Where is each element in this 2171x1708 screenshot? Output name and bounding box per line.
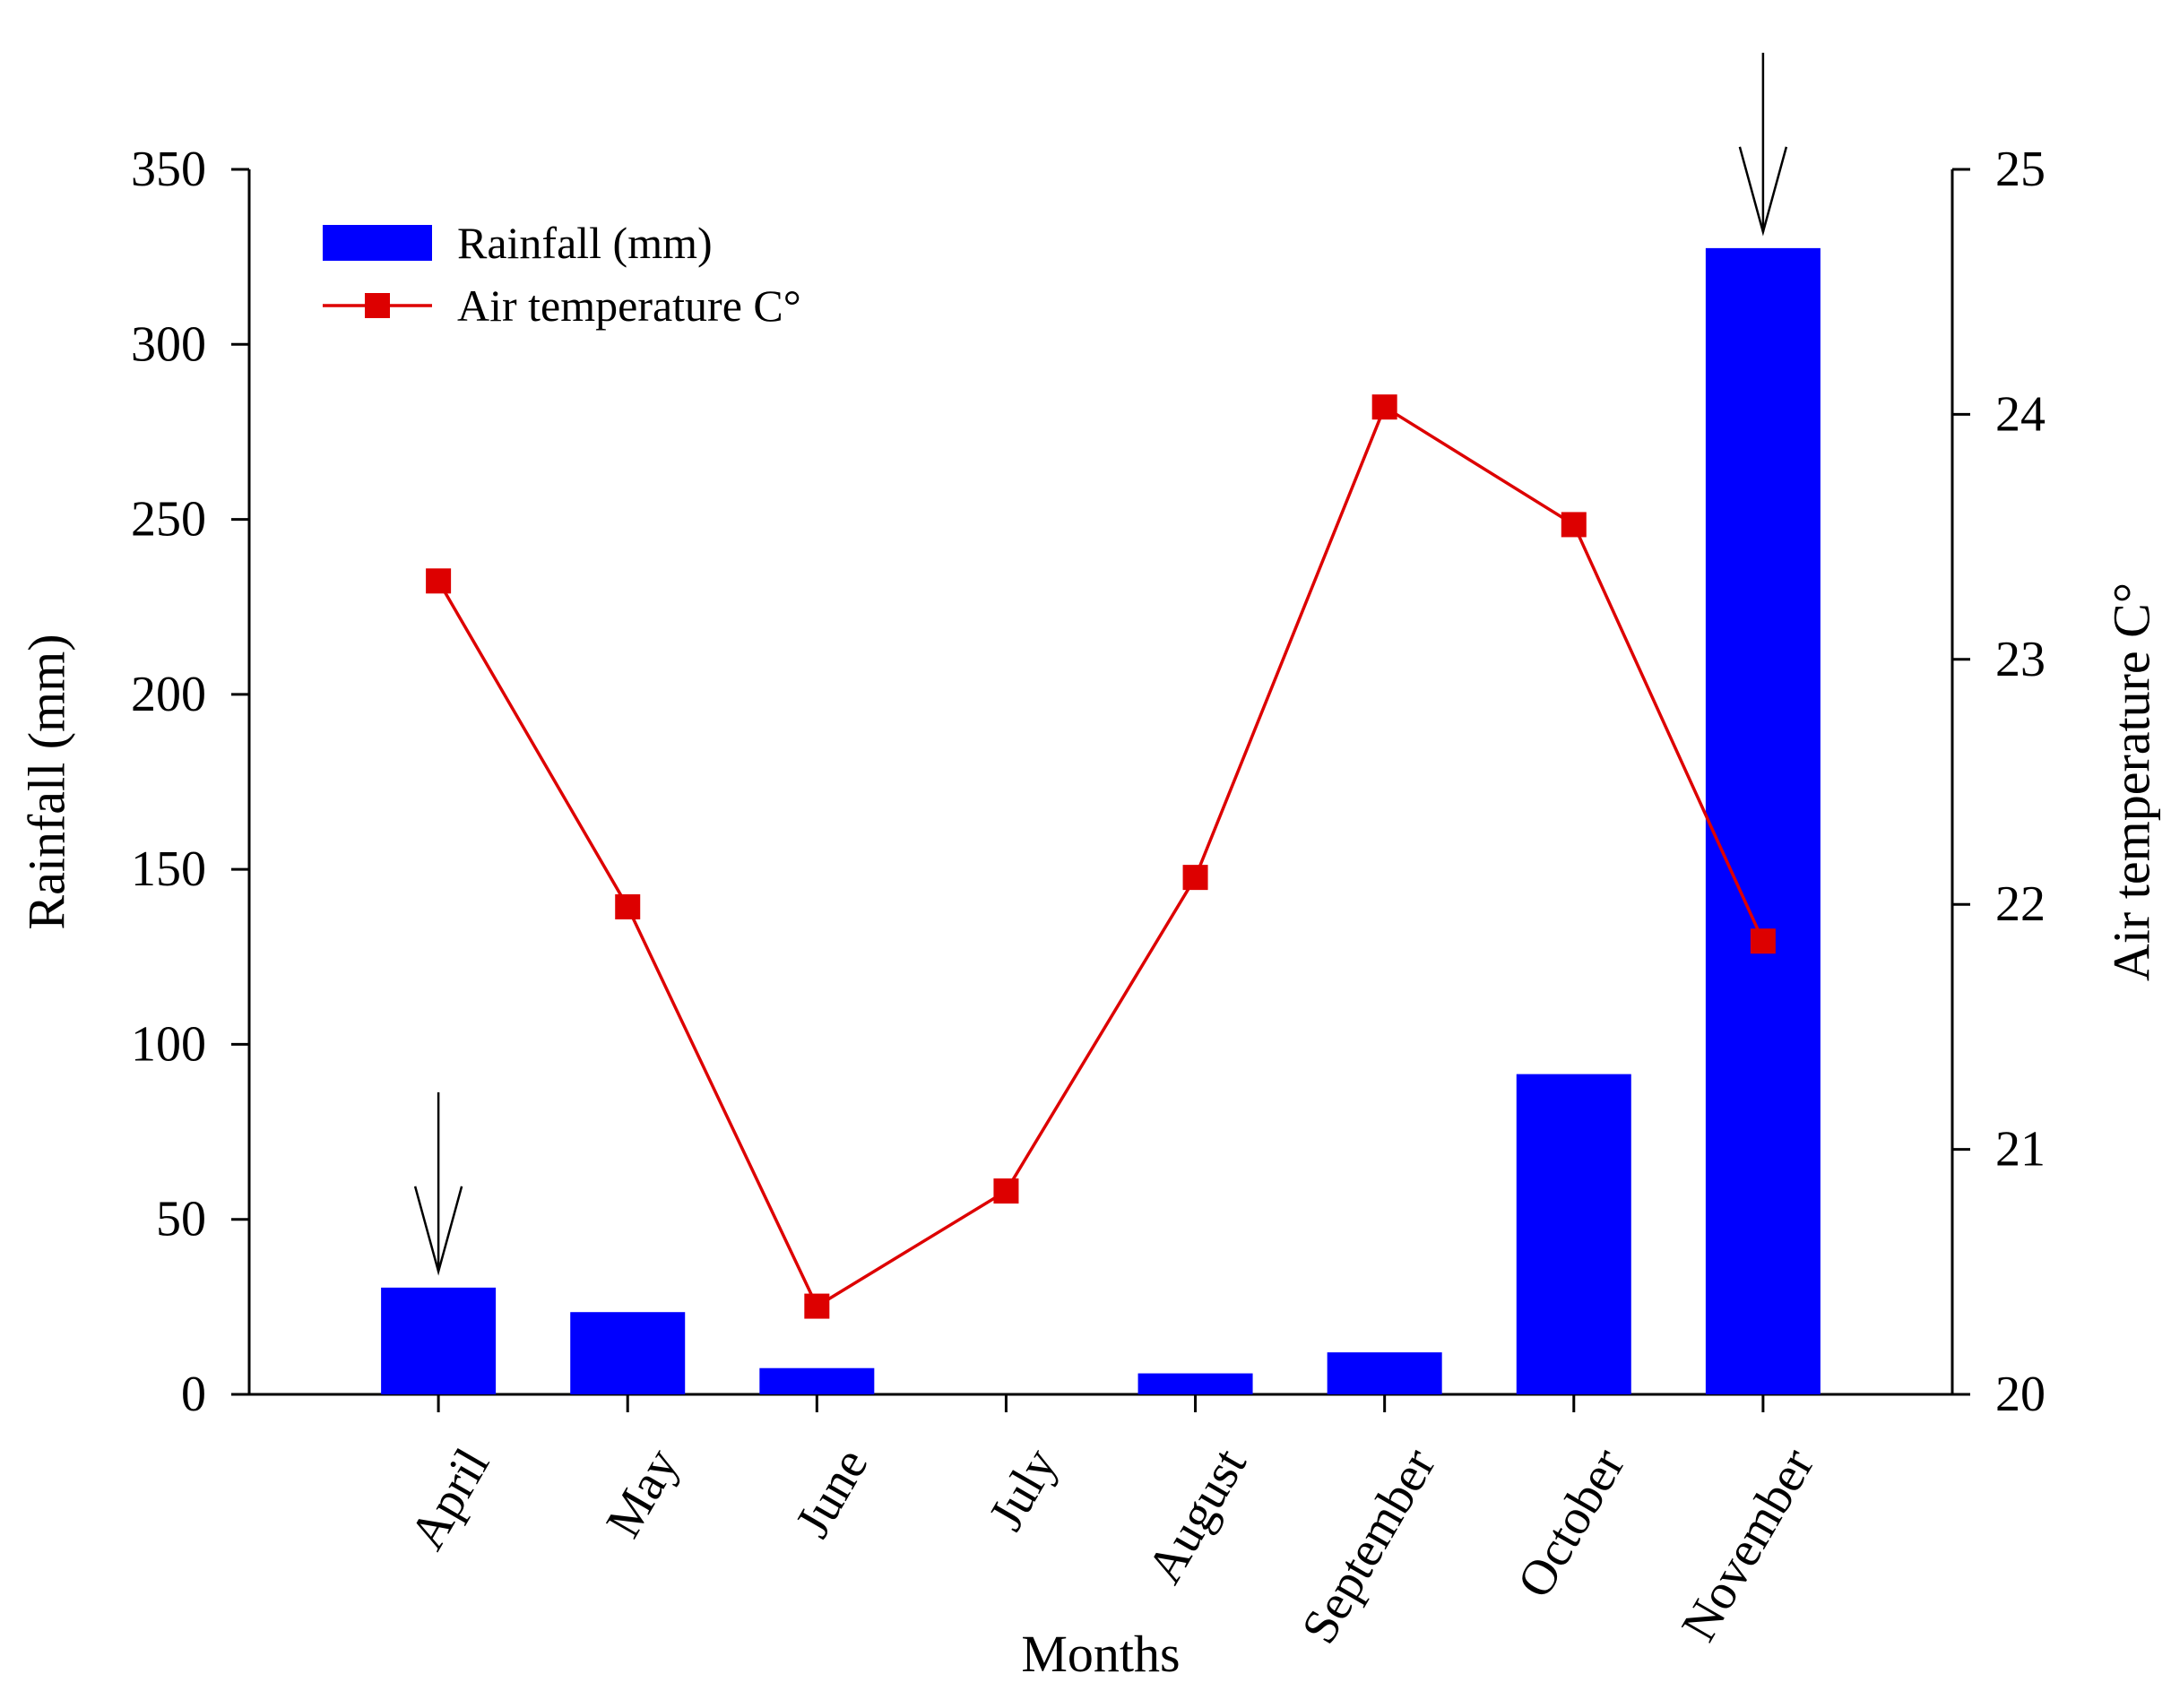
x-tick-label: July [978, 1439, 1068, 1540]
y-tick-label-left: 100 [131, 1016, 206, 1072]
x-tick-label: October [1507, 1439, 1636, 1608]
legend-swatch-rainfall [323, 225, 432, 261]
y-axis-title-right: Air temperature C° [2103, 582, 2161, 981]
y-tick-label-right: 21 [1995, 1122, 2046, 1177]
legend-marker-temperature [365, 293, 390, 318]
y-tick-label-left: 50 [156, 1192, 206, 1247]
down-arrow-icon [413, 1186, 463, 1276]
x-tick-label: June [785, 1439, 879, 1547]
temperature-marker [1182, 865, 1208, 891]
temperature-marker [1371, 394, 1397, 420]
temperature-marker [993, 1178, 1019, 1204]
x-tick-label: September [1291, 1439, 1447, 1653]
temperature-marker [1561, 512, 1587, 538]
x-tick-label: April [400, 1439, 501, 1558]
bar-series [381, 247, 1821, 1395]
y-tick-label-left: 250 [131, 492, 206, 548]
y-tick-label-left: 350 [131, 142, 206, 197]
y-tick-label-left: 200 [131, 667, 206, 722]
y-tick-label-left: 0 [181, 1367, 206, 1422]
temperature-marker [1750, 928, 1776, 954]
temperature-marker [804, 1293, 830, 1319]
rainfall-bar [1705, 247, 1821, 1395]
y-tick-label-right: 22 [1995, 876, 2046, 932]
x-tick-label: August [1137, 1439, 1258, 1592]
rainfall-bar [570, 1312, 686, 1394]
line-series [426, 394, 1776, 1319]
rainfall-bar [1327, 1352, 1442, 1394]
temperature-marker [615, 893, 641, 919]
y-tick-label-right: 25 [1995, 142, 2046, 197]
down-arrow-icon [1738, 146, 1788, 237]
rainfall-bar [759, 1367, 875, 1394]
annotation-arrows [413, 52, 1788, 1276]
y-tick-label-left: 150 [131, 841, 206, 897]
rainfall-bar [1137, 1373, 1253, 1394]
y-tick-label-right: 20 [1995, 1367, 2046, 1422]
legend-label-temperature: Air temperature C° [457, 280, 801, 331]
x-axis-title: Months [1021, 1625, 1180, 1683]
y-tick-label-left: 300 [131, 316, 206, 372]
y-tick-label-right: 24 [1995, 386, 2046, 442]
y-tick-label-right: 23 [1995, 632, 2046, 687]
y-axis-title-left: Rainfall (mm) [18, 634, 76, 929]
x-tick-label: May [595, 1439, 689, 1547]
temperature-line [437, 404, 1765, 1309]
axis-labels: Rainfall (mm) Air temperature C° Months [18, 582, 2161, 1683]
rainfall-bar [381, 1287, 497, 1394]
temperature-marker [426, 568, 452, 594]
x-tick-label: November [1671, 1439, 1825, 1651]
legend-label-rainfall: Rainfall (mm) [457, 218, 713, 268]
rainfall-bar [1516, 1074, 1631, 1394]
legend: Rainfall (mm) Air temperature C° [323, 218, 801, 331]
